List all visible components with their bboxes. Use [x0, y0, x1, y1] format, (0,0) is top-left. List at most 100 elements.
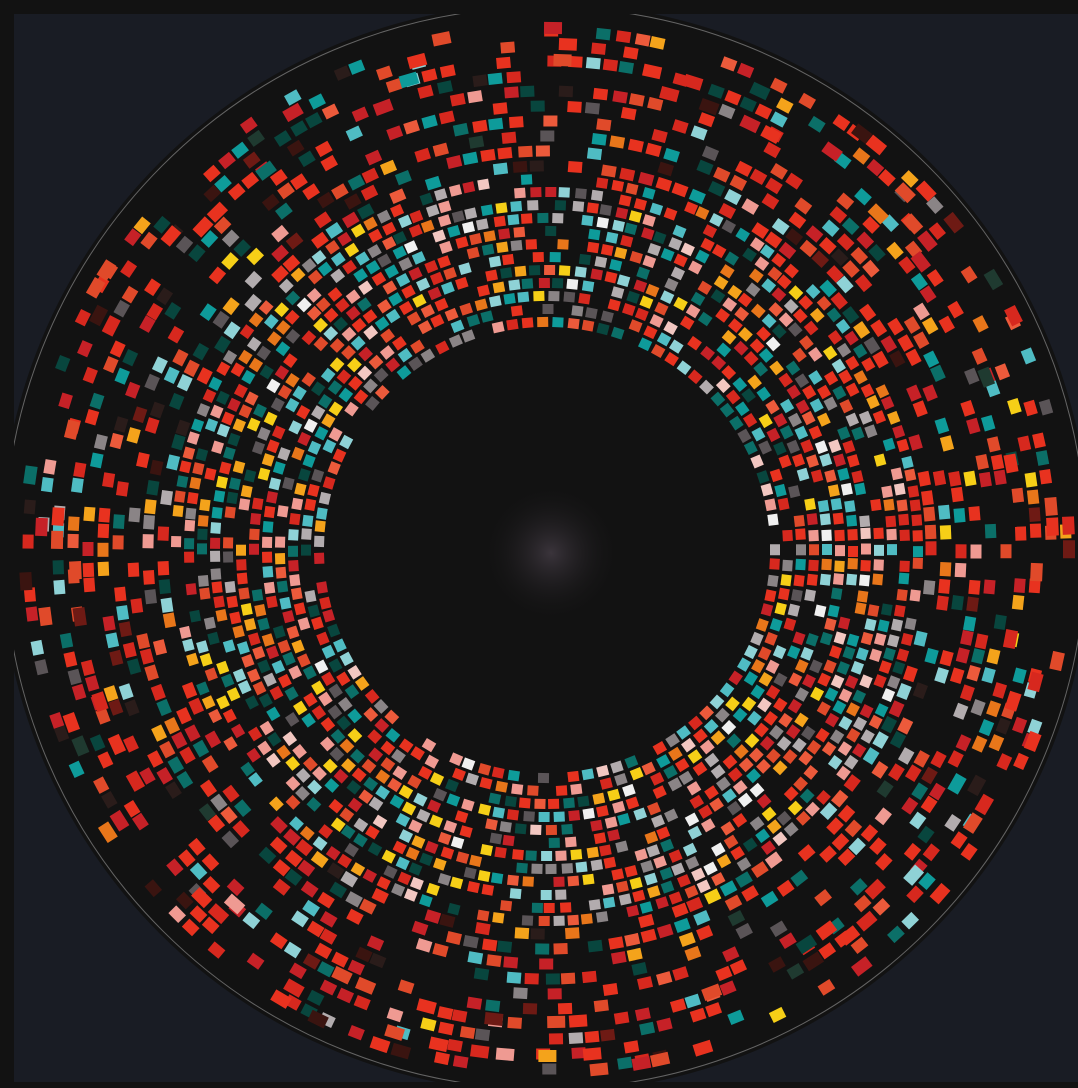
mosaic-cell-1415	[136, 452, 150, 469]
mosaic-cell-1127	[289, 816, 304, 832]
mosaic-cell-1459	[966, 596, 979, 612]
mosaic-cell-2037	[1004, 304, 1023, 327]
mosaic-cell-420	[604, 271, 618, 284]
mosaic-cell-344	[819, 573, 831, 586]
mosaic-cell-794	[245, 695, 259, 710]
mosaic-cell-1397	[284, 868, 303, 886]
mosaic-cell-1683	[903, 842, 922, 861]
mosaic-cell-591	[236, 572, 248, 585]
mosaic-cell-742	[842, 440, 856, 454]
mosaic-cell-1803	[421, 68, 438, 83]
mosaic-cell-836	[612, 219, 625, 232]
mosaic-cell-1838	[571, 1047, 587, 1059]
mosaic-cell-5	[755, 618, 769, 632]
mosaic-cell-106	[495, 780, 508, 793]
mosaic-cell-1154	[278, 278, 294, 294]
mosaic-cell-716	[411, 251, 426, 265]
mosaic-cell-1171	[611, 179, 625, 192]
mosaic-cell-1556	[165, 781, 182, 799]
mosaic-cell-594	[238, 498, 251, 511]
mosaic-cell-414	[514, 265, 527, 277]
mosaic-cell-862	[859, 674, 873, 689]
mosaic-cell-879	[629, 877, 643, 890]
mosaic-cell-1569	[109, 432, 124, 450]
mosaic-cell-1684	[853, 894, 872, 913]
mosaic-cell-1219	[671, 902, 689, 918]
mosaic-cell-1414	[128, 507, 141, 523]
mosaic-cell-693	[229, 611, 242, 625]
mosaic-cell-687	[258, 693, 273, 708]
mosaic-cell-447	[819, 631, 833, 646]
mosaic-cell-262	[747, 710, 762, 726]
mosaic-cell-186	[534, 798, 546, 810]
mosaic-cell-685	[282, 731, 298, 747]
mosaic-cell-647	[854, 602, 867, 615]
mosaic-cell-70	[687, 369, 703, 385]
mosaic-cell-722	[513, 226, 526, 238]
mosaic-cell-1835	[850, 936, 869, 955]
mosaic-cell-1844	[201, 916, 220, 935]
mosaic-cell-2010	[1044, 497, 1058, 516]
mosaic-cell-1996	[428, 1036, 449, 1053]
mosaic-cell-10	[719, 682, 735, 698]
mosaic-cell-1319	[192, 739, 210, 758]
mosaic-cell-731	[713, 275, 729, 290]
mosaic-cell-87	[764, 631, 778, 646]
mosaic-cell-1082	[904, 617, 917, 631]
mosaic-cell-277	[506, 809, 519, 821]
mosaic-cell-294	[291, 639, 305, 654]
mosaic-cell-1991	[962, 812, 983, 834]
mosaic-cell-1837	[623, 1040, 640, 1054]
mosaic-cell-1829	[1012, 716, 1028, 734]
mosaic-cell-1000	[588, 899, 601, 911]
mosaic-cell-1615	[729, 959, 748, 976]
mosaic-cell-77	[750, 454, 764, 469]
mosaic-cell-394	[268, 477, 282, 491]
mosaic-cell-355	[722, 754, 738, 770]
mosaic-cell-1125	[312, 836, 328, 851]
mosaic-cell-1565	[97, 542, 109, 557]
mosaic-cell-578	[358, 789, 374, 804]
mosaic-cell-327	[639, 295, 654, 309]
mosaic-cell-1785	[53, 579, 66, 595]
mosaic-cell-515	[532, 251, 544, 263]
mosaic-cell-1123	[337, 853, 353, 869]
mosaic-cell-1230	[310, 850, 329, 869]
mosaic-cell-1390	[486, 954, 502, 967]
mosaic-cell-943	[572, 200, 585, 212]
mosaic-cell-1955	[69, 561, 82, 580]
mosaic-cell-303	[282, 476, 295, 491]
mosaic-cell-1157	[311, 249, 327, 265]
mosaic-cell-68	[664, 351, 679, 367]
mosaic-cell-940	[510, 200, 523, 212]
mosaic-cell-530	[786, 384, 801, 400]
mosaic-cell-935	[437, 214, 452, 228]
mosaic-cell-656	[782, 749, 798, 765]
mosaic-cell-1108	[595, 911, 609, 923]
mosaic-cell-577	[368, 796, 384, 812]
mosaic-cell-1083	[900, 632, 914, 646]
mosaic-cell-1391	[467, 951, 484, 965]
mosaic-cell-1974	[802, 951, 825, 972]
mosaic-cell-1985	[682, 73, 704, 91]
mosaic-cell-491	[248, 543, 260, 555]
mosaic-cell-635	[817, 412, 831, 427]
mosaic-cell-185	[547, 798, 560, 810]
mosaic-cell-1632	[108, 698, 124, 716]
mosaic-cell-988	[755, 828, 771, 844]
mosaic-cell-133	[353, 389, 369, 405]
mosaic-cell-1449	[897, 334, 914, 352]
mosaic-cell-1458	[968, 579, 981, 595]
mosaic-cell-878	[644, 872, 658, 886]
mosaic-cell-534	[814, 440, 829, 455]
mosaic-cell-1848	[93, 776, 110, 794]
mosaic-cell-1089	[868, 714, 883, 730]
mosaic-cell-1148	[208, 376, 223, 391]
mosaic-cell-634	[809, 398, 824, 413]
mosaic-cell-700	[228, 477, 241, 491]
mosaic-cell-1420	[199, 303, 217, 321]
mosaic-cell-1044	[397, 214, 413, 229]
mosaic-cell-1129	[248, 772, 263, 787]
mosaic-cell-546	[828, 645, 843, 659]
mosaic-cell-1572	[164, 302, 182, 320]
